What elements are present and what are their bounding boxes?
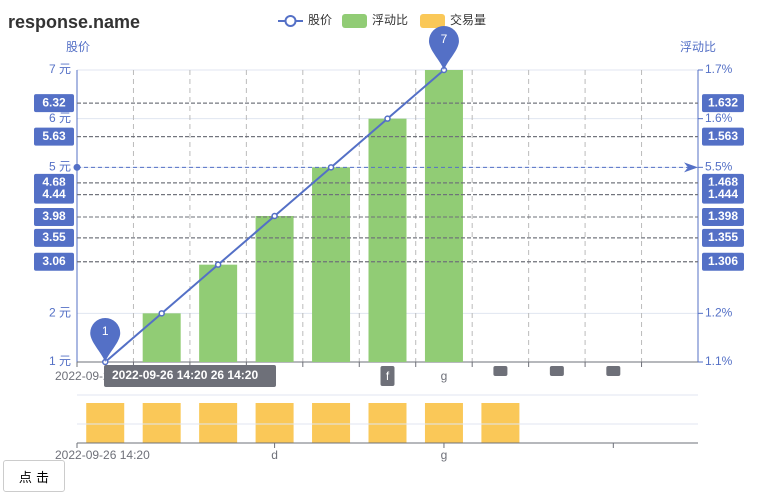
mark-line-label: 1.355 xyxy=(708,230,738,244)
legend-label: 交易量 xyxy=(450,12,486,27)
mark-line-label: 1.632 xyxy=(708,95,738,109)
mark-line-label: 1.468 xyxy=(708,175,738,189)
x-tick-label: 2022-09-26 14:20 xyxy=(55,448,150,462)
mark-line-label: 5.63 xyxy=(42,129,66,143)
bar xyxy=(199,264,238,362)
mark-line-label: 3.55 xyxy=(42,230,66,244)
mark-line-badge xyxy=(702,228,744,247)
volume-bar xyxy=(312,403,351,443)
pointer-label-box xyxy=(104,365,276,387)
mark-point xyxy=(428,26,459,70)
mark-line-badge xyxy=(702,127,744,146)
x-tick-label: d xyxy=(271,448,278,462)
y-tick-label: 7 元 xyxy=(49,62,71,76)
x-label-box xyxy=(493,366,508,376)
mark-line-label: 1.444 xyxy=(708,187,738,201)
legend-label: 浮动比 xyxy=(372,13,408,27)
volume-bar xyxy=(481,403,520,443)
legend-swatch xyxy=(420,14,445,28)
x-tick-label: g xyxy=(441,369,448,383)
x-label-box xyxy=(549,366,564,376)
mark-line-badge xyxy=(34,207,74,226)
volume-bar xyxy=(255,403,294,443)
y-tick-label: 6 元 xyxy=(49,111,71,125)
mark-line-badge xyxy=(702,94,744,113)
mark-line-badge xyxy=(34,127,74,146)
mark-line-label: 3.98 xyxy=(42,209,66,223)
x-label-box xyxy=(606,366,621,376)
mark-point-label: 7 xyxy=(441,32,448,46)
bar xyxy=(368,118,407,363)
pointer-arrow xyxy=(684,162,698,173)
mark-line-badge xyxy=(34,94,74,113)
mark-line-badge xyxy=(34,185,74,204)
mark-line-badge xyxy=(702,207,744,226)
x-tick-label: g xyxy=(441,448,448,462)
y2-tick-label: 1.7% xyxy=(705,62,733,76)
y2-tick-label: 1.1% xyxy=(705,354,733,368)
mark-line-label: 1.398 xyxy=(708,209,738,223)
bar xyxy=(142,313,181,362)
mark-line-badge xyxy=(34,228,74,247)
price-point xyxy=(214,261,222,268)
price-point xyxy=(384,115,391,122)
mark-line-badge xyxy=(702,252,744,271)
mark-line-label: 4.44 xyxy=(42,187,66,201)
y2-tick-label: 1.2% xyxy=(705,306,733,320)
y-tick-label: 2 元 xyxy=(49,306,71,320)
y-tick-label: 1 元 xyxy=(49,354,71,368)
legend-swatch xyxy=(342,14,367,28)
volume-bar xyxy=(199,403,238,443)
mark-line-label: 3.06 xyxy=(42,254,66,268)
y-tick-label: 5 元 xyxy=(49,160,71,174)
y2-axis-name: 浮动比 xyxy=(680,40,716,54)
bar xyxy=(424,70,463,362)
mark-point-label: 1 xyxy=(102,324,109,338)
mark-line-label: 1.306 xyxy=(708,254,738,268)
volume-bar xyxy=(368,403,407,443)
x-tick-label: f xyxy=(386,369,390,383)
volume-bar xyxy=(142,403,181,443)
chart-title: response.name xyxy=(8,12,140,32)
mark-line-badge xyxy=(34,252,74,271)
y2-tick-label: 1.6% xyxy=(705,111,733,125)
price-point xyxy=(271,212,278,220)
legend-label: 股价 xyxy=(308,13,332,27)
mark-line-badge xyxy=(702,185,744,204)
bar xyxy=(312,167,351,362)
pointer-label: 2022-09-26 14:20 26 14:20 xyxy=(112,368,258,382)
mark-line-label: 4.68 xyxy=(42,175,66,189)
mark-line-label: 1.563 xyxy=(708,129,738,143)
click-button[interactable]: 点 击 xyxy=(3,460,65,492)
pointer-dot xyxy=(73,163,81,171)
volume-bar xyxy=(86,403,125,443)
x-label-box xyxy=(380,366,395,386)
mark-line-label: 6.32 xyxy=(42,95,66,109)
bar xyxy=(255,216,294,362)
price-point xyxy=(158,310,165,317)
price-point xyxy=(327,164,335,171)
y2-tick-label: 5.5% xyxy=(705,160,733,174)
legend-symbol xyxy=(284,15,297,27)
volume-bar xyxy=(424,403,463,443)
mark-point xyxy=(90,318,121,362)
y-axis-name: 股价 xyxy=(66,40,90,54)
